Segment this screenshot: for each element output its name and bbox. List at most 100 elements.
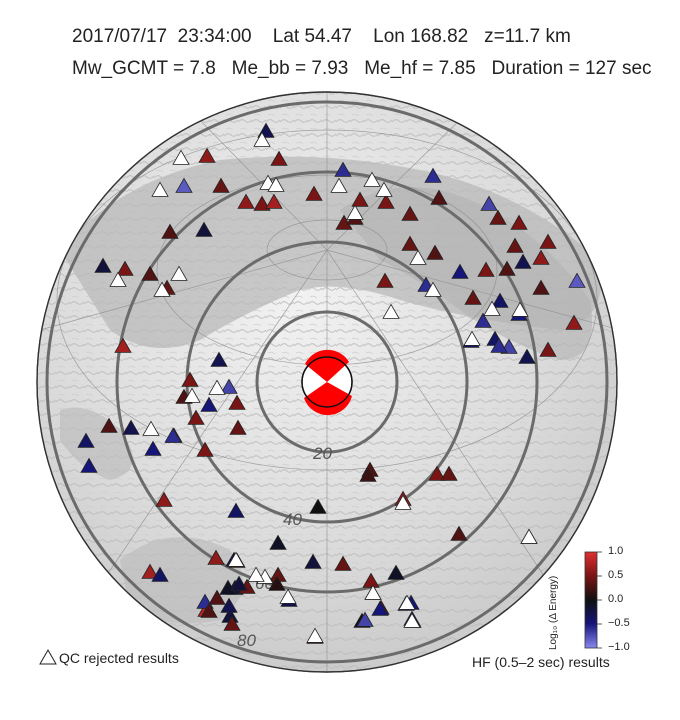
station-marker (220, 597, 238, 613)
station-marker (151, 566, 169, 582)
station-marker (219, 579, 237, 595)
station-marker (77, 432, 95, 448)
rejected-station-marker (253, 131, 271, 147)
station-marker (491, 292, 509, 308)
colorbar-tick-4: −0.5 (608, 617, 630, 629)
legend-qc-label: QC rejected results (59, 650, 179, 666)
station-marker (430, 189, 448, 205)
station-marker (196, 441, 214, 457)
station-marker (195, 221, 213, 237)
station-marker (253, 195, 271, 211)
colorbar-title: Log₁₀ (Δ Energy) (548, 575, 559, 650)
station-marker (155, 491, 173, 507)
rejected-station-marker (170, 265, 188, 281)
event-me-hf: Me_hf = 7.85 (364, 58, 476, 79)
rejected-station-marker (208, 379, 226, 395)
rejected-station-marker (375, 181, 393, 197)
station-marker (428, 465, 446, 481)
event-lon: Lon 168.82 (373, 26, 469, 47)
rejected-station-marker (398, 594, 416, 610)
station-marker (450, 525, 468, 541)
station-marker (208, 589, 226, 605)
colorbar-tick-2: 0.5 (608, 569, 624, 581)
rejected-station-marker (109, 271, 127, 287)
station-marker (474, 312, 492, 328)
distance-ring-label: 40 (283, 510, 302, 529)
station-marker (334, 161, 352, 177)
rejected-station-marker (346, 204, 364, 220)
station-marker (356, 611, 374, 627)
station-marker (539, 341, 557, 357)
station-marker (518, 348, 536, 364)
station-marker (265, 193, 283, 209)
station-marker (164, 427, 182, 443)
colorbar-tick-5: −1.0 (608, 641, 630, 653)
station-marker (305, 185, 323, 201)
station-marker (212, 177, 230, 193)
legend-hf-results: HF (0.5–2 sec) results (472, 654, 610, 670)
station-marker (228, 394, 246, 410)
station-marker (362, 572, 380, 588)
colorbar (584, 551, 598, 649)
station-marker (532, 249, 550, 265)
rejected-station-marker (363, 171, 381, 187)
event-lat: Lat 54.47 (272, 26, 352, 47)
station-marker (230, 575, 248, 591)
station-marker (359, 466, 377, 482)
station-marker (351, 191, 369, 207)
rejected-station-marker (403, 612, 421, 628)
event-depth: z=11.7 km (484, 26, 571, 47)
event-header-line2: Mw_GCMT = 7.8 Me_bb = 7.93 Me_hf = 7.85 … (72, 58, 652, 80)
station-marker (489, 209, 507, 225)
station-marker (198, 147, 216, 163)
event-header-line1: 2017/07/17 23:34:00 Lat 54.47 Lon 168.82… (72, 26, 571, 48)
station-marker (426, 244, 444, 260)
rejected-station-marker (151, 181, 169, 197)
station-marker (304, 553, 322, 569)
globe (36, 91, 618, 673)
station-marker (376, 272, 394, 288)
station-marker (200, 396, 218, 412)
rejected-station-marker (424, 281, 442, 297)
distance-ring (45, 100, 609, 664)
station-marker (532, 279, 550, 295)
station-marker (480, 195, 498, 211)
station-marker (181, 371, 199, 387)
station-marker (161, 223, 179, 239)
station-marker (100, 417, 118, 433)
distance-ring-label: 20 (312, 444, 332, 463)
colorbar-tick-3: 0.0 (608, 593, 624, 605)
station-marker (498, 260, 516, 276)
rejected-station-marker (227, 551, 245, 567)
station-marker (514, 253, 532, 269)
legend-triangle-icon (39, 648, 57, 665)
station-marker (309, 498, 327, 514)
station-marker (187, 409, 205, 425)
rejected-station-marker (247, 566, 265, 582)
station-marker (334, 555, 352, 571)
station-marker (424, 167, 442, 183)
station-marker (510, 214, 528, 230)
legend-qc-rejected: QC rejected results (33, 650, 179, 666)
station-marker (116, 260, 134, 276)
station-marker (141, 563, 159, 579)
rejected-station-marker (153, 281, 171, 297)
rejected-station-marker (306, 627, 324, 643)
rejected-station-marker (142, 420, 160, 436)
rejected-station-marker (409, 249, 427, 265)
event-me-bb: Me_bb = 7.93 (231, 58, 349, 79)
event-time: 23:34:00 (177, 26, 252, 47)
station-marker (490, 337, 508, 353)
colorbar-tick-1: 1.0 (608, 545, 624, 557)
station-marker (539, 233, 557, 249)
station-marker (144, 440, 162, 456)
distance-ring (115, 170, 539, 594)
station-marker (207, 549, 225, 565)
focal-mechanism-beachball (301, 349, 353, 416)
rejected-station-marker (330, 177, 348, 193)
station-marker (269, 534, 287, 550)
station-marker (80, 457, 98, 473)
landmass-america (340, 187, 592, 360)
station-marker (464, 289, 482, 305)
rejected-station-marker (382, 303, 400, 319)
